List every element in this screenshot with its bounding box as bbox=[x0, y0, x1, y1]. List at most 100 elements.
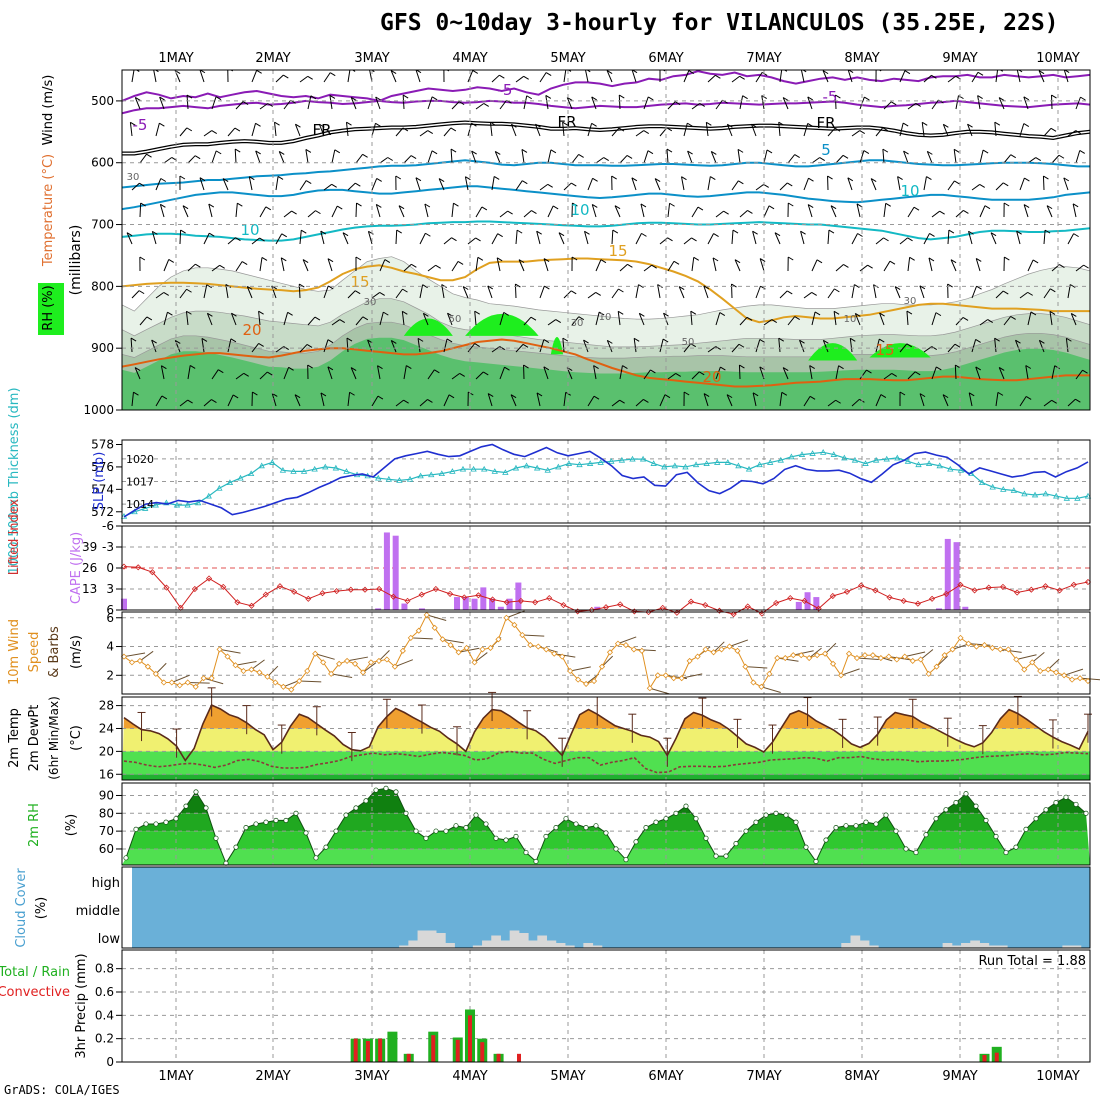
wind-speed-point bbox=[312, 650, 319, 657]
wind-barb bbox=[299, 180, 307, 191]
rh-point bbox=[743, 828, 749, 834]
thickness-point bbox=[894, 454, 901, 461]
wind-speed-point bbox=[152, 670, 159, 677]
li-point bbox=[205, 575, 213, 582]
wind-barb-flag bbox=[258, 310, 264, 315]
wind-barb bbox=[931, 366, 937, 380]
wind-barb bbox=[294, 124, 301, 137]
wind-barb-flag bbox=[619, 94, 625, 99]
li-point bbox=[900, 597, 907, 604]
wind-barb-flag bbox=[691, 237, 697, 242]
wind-barb-flag bbox=[218, 369, 224, 374]
wind-barb bbox=[606, 70, 613, 83]
wind-speed-point bbox=[128, 659, 136, 666]
wind-barb-flag bbox=[327, 366, 334, 371]
wind-barb-flag bbox=[931, 346, 937, 350]
precip-convective-bar bbox=[365, 1041, 370, 1062]
wind-barb-flag bbox=[402, 94, 409, 99]
thickness-point bbox=[597, 459, 604, 465]
low-cloud-bar bbox=[1071, 945, 1082, 948]
wind-barb bbox=[1019, 291, 1028, 299]
wind-speed-point bbox=[200, 675, 207, 682]
wind-barb-flag bbox=[928, 257, 935, 262]
wind-barb bbox=[666, 149, 669, 164]
temp-tick-label: 24 bbox=[99, 721, 114, 735]
temp-tick-label: 20 bbox=[99, 744, 114, 758]
wind-barb bbox=[302, 259, 309, 272]
wind-barb-flag bbox=[510, 394, 517, 399]
wind-barb-flag bbox=[739, 75, 745, 80]
wind-barb bbox=[1067, 233, 1075, 245]
wind-speed-point bbox=[471, 659, 478, 666]
wind-speed-point bbox=[798, 652, 805, 659]
wind-barb-flag bbox=[438, 178, 445, 183]
li-point bbox=[928, 595, 936, 602]
rh-point bbox=[733, 841, 739, 847]
pressure-tick-label: 800 bbox=[91, 279, 114, 293]
rh-point bbox=[773, 810, 779, 816]
day-label-bottom: 4MAY bbox=[452, 1069, 487, 1084]
precip-axis-label: 3hr Precip (mm) bbox=[74, 953, 89, 1058]
wind-barb-flag bbox=[883, 237, 889, 242]
wind-barb bbox=[761, 95, 765, 110]
li-point bbox=[829, 592, 836, 600]
wind-barb bbox=[683, 70, 690, 83]
wind-barb bbox=[390, 340, 397, 353]
wind-barb-flag bbox=[600, 259, 607, 264]
wind-barb-flag bbox=[936, 366, 942, 371]
wind-barb bbox=[947, 230, 950, 245]
wind-barb-flag bbox=[495, 151, 501, 155]
low-cloud-bar bbox=[509, 930, 520, 948]
wind-barb bbox=[968, 231, 973, 245]
wind-barb-flag bbox=[607, 339, 613, 344]
wind-barb bbox=[235, 261, 243, 272]
wind-barb bbox=[403, 263, 412, 272]
wind-barb bbox=[129, 122, 133, 137]
low-cloud-bar bbox=[564, 945, 575, 948]
wind-barb bbox=[515, 75, 524, 83]
wind-barb-flag bbox=[417, 337, 424, 342]
rh-point bbox=[473, 812, 479, 818]
wind-barb-flag bbox=[334, 149, 341, 154]
wind-barb-flag bbox=[690, 343, 697, 348]
wind-barb bbox=[419, 399, 428, 407]
wind-barb-flag bbox=[906, 343, 913, 348]
wind-barb-flag bbox=[199, 177, 206, 182]
wind-barb bbox=[894, 286, 901, 299]
wind-barb-flag bbox=[415, 177, 422, 182]
wind-barb bbox=[539, 183, 548, 191]
rh-point bbox=[873, 821, 879, 827]
thickness-point bbox=[703, 460, 710, 466]
wind-barb bbox=[227, 237, 236, 245]
wind-barb-flag bbox=[159, 122, 165, 127]
wind-barb bbox=[1023, 96, 1029, 110]
wind-barb bbox=[230, 313, 237, 326]
wind-barb-flag bbox=[1063, 177, 1070, 182]
wind10m-panel: 246 bbox=[106, 610, 1100, 695]
wind-barb bbox=[155, 123, 160, 137]
wind-barb bbox=[536, 231, 541, 245]
wind-barb-flag bbox=[499, 74, 505, 79]
rh-point bbox=[353, 805, 359, 811]
wind-barb bbox=[1072, 203, 1077, 218]
cape-bar bbox=[962, 606, 969, 610]
wind-barb-flag bbox=[377, 395, 384, 400]
wind-barb bbox=[1043, 399, 1052, 407]
li-point bbox=[787, 595, 794, 602]
li-tick-label: 0 bbox=[106, 561, 114, 575]
wind-barb-10m bbox=[458, 647, 480, 653]
li-point bbox=[489, 596, 496, 603]
wind-barb bbox=[499, 312, 505, 326]
wind-barb-flag bbox=[683, 391, 690, 396]
wind-speed-point bbox=[1037, 667, 1044, 675]
wind-speed-point bbox=[399, 647, 406, 654]
wind-barb bbox=[990, 232, 997, 245]
wind-barb-10m bbox=[1031, 651, 1045, 663]
wind-barb-flag bbox=[990, 232, 997, 237]
thickness-point bbox=[809, 450, 816, 456]
wind-barb bbox=[907, 371, 916, 380]
precip-convective-bar bbox=[982, 1055, 987, 1062]
rh-point bbox=[973, 803, 979, 809]
wind-barb-10m bbox=[936, 655, 948, 668]
